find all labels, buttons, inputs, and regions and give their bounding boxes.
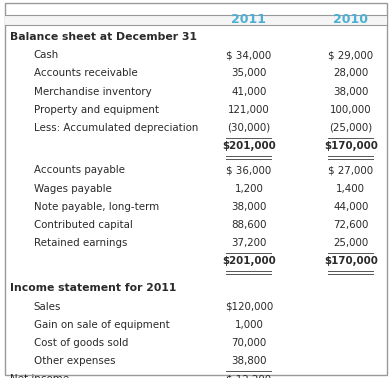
Text: $ 29,000: $ 29,000: [328, 50, 374, 60]
Text: 38,800: 38,800: [231, 356, 267, 366]
Text: 37,200: 37,200: [231, 238, 267, 248]
Bar: [5, 15, 387, 25]
Text: Sales: Sales: [34, 302, 61, 311]
Text: 100,000: 100,000: [330, 105, 372, 115]
Text: 1,400: 1,400: [336, 184, 365, 194]
Text: $170,000: $170,000: [324, 256, 378, 266]
Text: 25,000: 25,000: [333, 238, 368, 248]
Text: Contributed capital: Contributed capital: [34, 220, 132, 230]
Text: 2010: 2010: [333, 13, 368, 26]
Text: Property and equipment: Property and equipment: [34, 105, 159, 115]
Text: Merchandise inventory: Merchandise inventory: [34, 87, 151, 96]
FancyBboxPatch shape: [5, 3, 387, 375]
Text: $ 36,000: $ 36,000: [226, 166, 272, 175]
Text: Income statement for 2011: Income statement for 2011: [10, 284, 176, 293]
Text: 121,000: 121,000: [228, 105, 270, 115]
Text: $201,000: $201,000: [222, 256, 276, 266]
Text: 1,200: 1,200: [234, 184, 263, 194]
Text: Accounts payable: Accounts payable: [34, 166, 125, 175]
Text: Net income: Net income: [10, 374, 69, 378]
Text: Gain on sale of equipment: Gain on sale of equipment: [34, 320, 169, 330]
Text: 2011: 2011: [231, 13, 267, 26]
Text: 38,000: 38,000: [333, 87, 368, 96]
Text: (25,000): (25,000): [329, 123, 372, 133]
Text: $ 12,200: $ 12,200: [226, 374, 272, 378]
Text: $ 27,000: $ 27,000: [328, 166, 374, 175]
Text: Retained earnings: Retained earnings: [34, 238, 127, 248]
Text: 88,600: 88,600: [231, 220, 267, 230]
Text: 1,000: 1,000: [234, 320, 263, 330]
Text: 44,000: 44,000: [333, 202, 368, 212]
Text: $170,000: $170,000: [324, 141, 378, 151]
Text: 28,000: 28,000: [333, 68, 368, 78]
Text: 35,000: 35,000: [231, 68, 267, 78]
Text: Cost of goods sold: Cost of goods sold: [34, 338, 128, 348]
Text: Cash: Cash: [34, 50, 59, 60]
Text: Balance sheet at December 31: Balance sheet at December 31: [10, 32, 197, 42]
Text: Accounts receivable: Accounts receivable: [34, 68, 138, 78]
Text: 72,600: 72,600: [333, 220, 368, 230]
Text: (30,000): (30,000): [227, 123, 270, 133]
Text: $201,000: $201,000: [222, 141, 276, 151]
Text: 41,000: 41,000: [231, 87, 267, 96]
Text: Less: Accumulated depreciation: Less: Accumulated depreciation: [34, 123, 198, 133]
Text: Note payable, long-term: Note payable, long-term: [34, 202, 159, 212]
Text: $120,000: $120,000: [225, 302, 273, 311]
Text: Wages payable: Wages payable: [34, 184, 112, 194]
Text: $ 34,000: $ 34,000: [226, 50, 272, 60]
Text: Other expenses: Other expenses: [34, 356, 115, 366]
Text: 38,000: 38,000: [231, 202, 267, 212]
Text: 70,000: 70,000: [231, 338, 267, 348]
